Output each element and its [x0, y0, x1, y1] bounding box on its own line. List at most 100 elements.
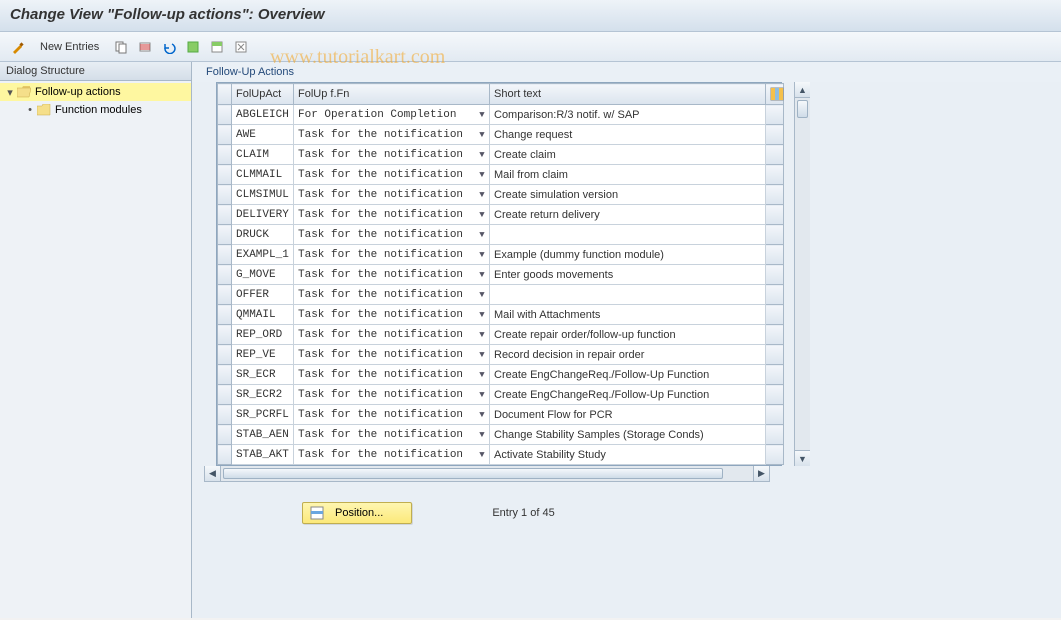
dropdown-icon[interactable]: ▼ — [477, 210, 487, 220]
dropdown-icon[interactable]: ▼ — [477, 430, 487, 440]
table-row[interactable]: REP_VETask for the notification▼Record d… — [218, 345, 784, 365]
table-row[interactable]: DELIVERYTask for the notification▼Create… — [218, 205, 784, 225]
row-selector[interactable] — [218, 325, 232, 345]
cell-text[interactable]: Mail from claim — [490, 165, 766, 185]
row-selector[interactable] — [218, 385, 232, 405]
cell-text[interactable]: Comparison:R/3 notif. w/ SAP — [490, 105, 766, 125]
col-folupffn[interactable]: FolUp f.Fn — [294, 84, 490, 105]
horizontal-scrollbar[interactable]: ◀ ▶ — [204, 466, 770, 482]
undo-icon[interactable] — [159, 37, 179, 57]
row-selector[interactable] — [218, 345, 232, 365]
copy-icon[interactable] — [111, 37, 131, 57]
cell-text[interactable]: Enter goods movements — [490, 265, 766, 285]
table-row[interactable]: CLMSIMULTask for the notification▼Create… — [218, 185, 784, 205]
cell-fn[interactable]: Task for the notification▼ — [294, 405, 490, 425]
cell-fn[interactable]: Task for the notification▼ — [294, 145, 490, 165]
cell-text[interactable]: Mail with Attachments — [490, 305, 766, 325]
dropdown-icon[interactable]: ▼ — [477, 290, 487, 300]
toggle-display-icon[interactable] — [8, 37, 28, 57]
dropdown-icon[interactable]: ▼ — [477, 250, 487, 260]
row-selector[interactable] — [218, 405, 232, 425]
cell-code[interactable]: AWE — [232, 125, 294, 145]
cell-code[interactable]: CLMMAIL — [232, 165, 294, 185]
cell-code[interactable]: DELIVERY — [232, 205, 294, 225]
cell-code[interactable]: STAB_AKT — [232, 445, 294, 465]
scroll-right-icon[interactable]: ▶ — [753, 466, 769, 481]
deselect-icon[interactable] — [231, 37, 251, 57]
table-row[interactable]: QMMAILTask for the notification▼Mail wit… — [218, 305, 784, 325]
table-row[interactable]: ABGLEICHFor Operation Completion▼Compari… — [218, 105, 784, 125]
dropdown-icon[interactable]: ▼ — [477, 330, 487, 340]
cell-code[interactable]: CLMSIMUL — [232, 185, 294, 205]
dropdown-icon[interactable]: ▼ — [477, 130, 487, 140]
row-selector[interactable] — [218, 105, 232, 125]
cell-fn[interactable]: Task for the notification▼ — [294, 185, 490, 205]
select-block-icon[interactable] — [207, 37, 227, 57]
col-shorttext[interactable]: Short text — [490, 84, 766, 105]
dropdown-icon[interactable]: ▼ — [477, 170, 487, 180]
cell-fn[interactable]: Task for the notification▼ — [294, 165, 490, 185]
row-selector[interactable] — [218, 265, 232, 285]
table-row[interactable]: CLMMAILTask for the notification▼Mail fr… — [218, 165, 784, 185]
cell-text[interactable]: Example (dummy function module) — [490, 245, 766, 265]
table-row[interactable]: OFFERTask for the notification▼ — [218, 285, 784, 305]
cell-text[interactable] — [490, 225, 766, 245]
cell-code[interactable]: SR_ECR — [232, 365, 294, 385]
cell-fn[interactable]: Task for the notification▼ — [294, 325, 490, 345]
cell-code[interactable]: REP_VE — [232, 345, 294, 365]
cell-fn[interactable]: Task for the notification▼ — [294, 245, 490, 265]
cell-fn[interactable]: Task for the notification▼ — [294, 385, 490, 405]
table-row[interactable]: AWETask for the notification▼Change requ… — [218, 125, 784, 145]
table-row[interactable]: G_MOVETask for the notification▼Enter go… — [218, 265, 784, 285]
scroll-hthumb[interactable] — [223, 468, 723, 479]
row-selector[interactable] — [218, 285, 232, 305]
table-row[interactable]: EXAMPL_1Task for the notification▼Exampl… — [218, 245, 784, 265]
cell-text[interactable]: Change request — [490, 125, 766, 145]
cell-code[interactable]: ABGLEICH — [232, 105, 294, 125]
scroll-down-icon[interactable]: ▼ — [795, 450, 810, 466]
row-selector[interactable] — [218, 445, 232, 465]
dropdown-icon[interactable]: ▼ — [477, 190, 487, 200]
select-all-icon[interactable] — [183, 37, 203, 57]
cell-code[interactable]: CLAIM — [232, 145, 294, 165]
cell-fn[interactable]: Task for the notification▼ — [294, 345, 490, 365]
table-row[interactable]: SR_ECR2Task for the notification▼Create … — [218, 385, 784, 405]
table-row[interactable]: DRUCKTask for the notification▼ — [218, 225, 784, 245]
cell-fn[interactable]: Task for the notification▼ — [294, 305, 490, 325]
cell-text[interactable]: Create EngChangeReq./Follow-Up Function — [490, 365, 766, 385]
table-row[interactable]: SR_ECRTask for the notification▼Create E… — [218, 365, 784, 385]
dropdown-icon[interactable]: ▼ — [477, 310, 487, 320]
row-selector[interactable] — [218, 185, 232, 205]
dropdown-icon[interactable]: ▼ — [477, 230, 487, 240]
cell-code[interactable]: G_MOVE — [232, 265, 294, 285]
row-selector[interactable] — [218, 165, 232, 185]
row-selector[interactable] — [218, 365, 232, 385]
dropdown-icon[interactable]: ▼ — [477, 450, 487, 460]
row-selector[interactable] — [218, 125, 232, 145]
collapse-icon[interactable]: ▾ — [4, 86, 16, 99]
row-selector[interactable] — [218, 225, 232, 245]
cell-fn[interactable]: Task for the notification▼ — [294, 225, 490, 245]
vertical-scrollbar[interactable]: ▲ ▼ — [794, 82, 810, 466]
scroll-left-icon[interactable]: ◀ — [205, 466, 221, 481]
cell-code[interactable]: STAB_AEN — [232, 425, 294, 445]
row-selector[interactable] — [218, 245, 232, 265]
cell-code[interactable]: SR_ECR2 — [232, 385, 294, 405]
cell-code[interactable]: REP_ORD — [232, 325, 294, 345]
cell-text[interactable]: Create EngChangeReq./Follow-Up Function — [490, 385, 766, 405]
dropdown-icon[interactable]: ▼ — [477, 350, 487, 360]
cell-text[interactable]: Create claim — [490, 145, 766, 165]
position-button[interactable]: Position... — [302, 502, 412, 524]
dropdown-icon[interactable]: ▼ — [477, 110, 487, 120]
cell-fn[interactable]: Task for the notification▼ — [294, 265, 490, 285]
row-selector[interactable] — [218, 145, 232, 165]
cell-code[interactable]: QMMAIL — [232, 305, 294, 325]
table-row[interactable]: REP_ORDTask for the notification▼Create … — [218, 325, 784, 345]
dropdown-icon[interactable]: ▼ — [477, 270, 487, 280]
cell-text[interactable]: Create repair order/follow-up function — [490, 325, 766, 345]
new-entries-button[interactable]: New Entries — [32, 37, 107, 57]
cell-fn[interactable]: Task for the notification▼ — [294, 205, 490, 225]
cell-text[interactable]: Document Flow for PCR — [490, 405, 766, 425]
cell-fn[interactable]: Task for the notification▼ — [294, 365, 490, 385]
dropdown-icon[interactable]: ▼ — [477, 150, 487, 160]
